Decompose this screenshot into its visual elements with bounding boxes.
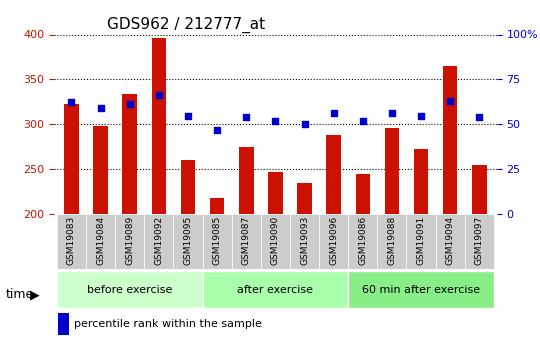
FancyBboxPatch shape bbox=[144, 214, 173, 269]
Point bbox=[213, 127, 221, 132]
FancyBboxPatch shape bbox=[57, 271, 202, 308]
Text: GSM19097: GSM19097 bbox=[475, 216, 484, 265]
FancyBboxPatch shape bbox=[173, 214, 202, 269]
Text: count: count bbox=[74, 288, 105, 298]
Bar bbox=[443, 66, 457, 214]
Bar bbox=[384, 128, 399, 214]
Bar bbox=[93, 126, 108, 214]
Text: GSM19089: GSM19089 bbox=[125, 216, 134, 265]
Bar bbox=[64, 105, 79, 214]
Text: 60 min after exercise: 60 min after exercise bbox=[362, 285, 480, 295]
Text: before exercise: before exercise bbox=[87, 285, 172, 295]
Text: GSM19090: GSM19090 bbox=[271, 216, 280, 265]
FancyBboxPatch shape bbox=[232, 214, 261, 269]
Point bbox=[446, 98, 455, 104]
Point bbox=[125, 101, 134, 106]
Text: after exercise: after exercise bbox=[238, 285, 313, 295]
FancyBboxPatch shape bbox=[202, 271, 348, 308]
FancyBboxPatch shape bbox=[436, 214, 465, 269]
Point bbox=[300, 121, 309, 127]
Text: GSM19095: GSM19095 bbox=[184, 216, 192, 265]
FancyBboxPatch shape bbox=[57, 214, 86, 269]
Bar bbox=[355, 174, 370, 214]
Point bbox=[184, 114, 192, 119]
Text: ▶: ▶ bbox=[30, 288, 39, 302]
Bar bbox=[210, 198, 225, 214]
Text: GSM19084: GSM19084 bbox=[96, 216, 105, 265]
Bar bbox=[58, 313, 70, 335]
Bar bbox=[268, 172, 282, 214]
FancyBboxPatch shape bbox=[407, 214, 436, 269]
FancyBboxPatch shape bbox=[86, 214, 115, 269]
FancyBboxPatch shape bbox=[348, 271, 494, 308]
Bar bbox=[472, 165, 487, 214]
FancyBboxPatch shape bbox=[319, 214, 348, 269]
Text: GSM19096: GSM19096 bbox=[329, 216, 338, 265]
Point bbox=[475, 114, 484, 120]
Text: GSM19086: GSM19086 bbox=[359, 216, 367, 265]
Point bbox=[417, 114, 426, 119]
Text: GSM19093: GSM19093 bbox=[300, 216, 309, 265]
Point bbox=[242, 114, 251, 120]
Point bbox=[359, 118, 367, 124]
FancyBboxPatch shape bbox=[261, 214, 290, 269]
Bar bbox=[326, 135, 341, 214]
FancyBboxPatch shape bbox=[202, 214, 232, 269]
Text: percentile rank within the sample: percentile rank within the sample bbox=[74, 319, 262, 329]
Point bbox=[154, 93, 163, 98]
Bar bbox=[123, 94, 137, 214]
FancyBboxPatch shape bbox=[290, 214, 319, 269]
Point bbox=[329, 110, 338, 115]
Point bbox=[67, 99, 76, 105]
FancyBboxPatch shape bbox=[465, 214, 494, 269]
Text: GSM19083: GSM19083 bbox=[67, 216, 76, 265]
FancyBboxPatch shape bbox=[348, 214, 377, 269]
Bar bbox=[181, 160, 195, 214]
Text: GSM19091: GSM19091 bbox=[416, 216, 426, 265]
Text: GSM19092: GSM19092 bbox=[154, 216, 164, 265]
Text: GSM19085: GSM19085 bbox=[213, 216, 221, 265]
Text: time: time bbox=[5, 288, 33, 302]
Bar bbox=[58, 282, 70, 304]
Text: GSM19087: GSM19087 bbox=[242, 216, 251, 265]
Point bbox=[271, 118, 280, 124]
Point bbox=[388, 110, 396, 115]
Point bbox=[96, 105, 105, 111]
Bar bbox=[414, 149, 428, 214]
Bar bbox=[152, 38, 166, 214]
Text: GSM19088: GSM19088 bbox=[387, 216, 396, 265]
Bar bbox=[239, 147, 254, 214]
Text: GSM19094: GSM19094 bbox=[446, 216, 455, 265]
Bar bbox=[297, 183, 312, 214]
Text: GDS962 / 212777_at: GDS962 / 212777_at bbox=[107, 17, 265, 33]
FancyBboxPatch shape bbox=[377, 214, 407, 269]
FancyBboxPatch shape bbox=[115, 214, 144, 269]
